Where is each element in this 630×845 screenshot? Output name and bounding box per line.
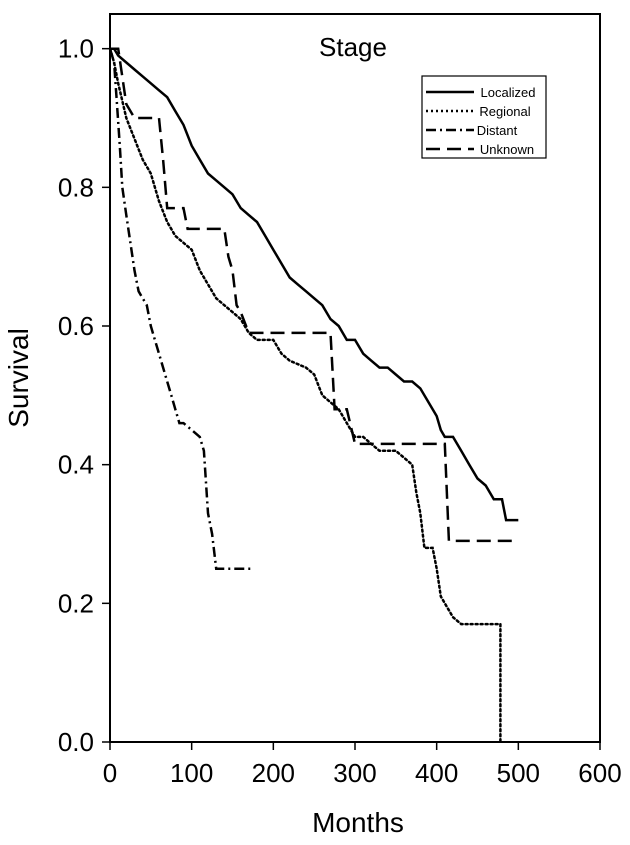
series-lines <box>108 47 519 744</box>
series-line-regional <box>108 47 502 744</box>
y-tick-label: 1.0 <box>58 34 94 64</box>
legend-label-regional: Regional <box>479 104 530 119</box>
x-axis-title: Months <box>312 807 404 838</box>
x-tick-label: 400 <box>415 758 458 788</box>
x-tick-label: 500 <box>497 758 540 788</box>
y-tick-label: 0.0 <box>58 727 94 757</box>
legend-label-unknown: Unknown <box>480 142 534 157</box>
legend-label-localized: Localized <box>481 85 536 100</box>
y-tick-label: 0.8 <box>58 172 94 202</box>
y-axis-title: Survival <box>3 328 34 428</box>
legend-box <box>421 75 547 159</box>
y-tick-label: 0.2 <box>58 588 94 618</box>
series-line-distant <box>108 48 253 570</box>
x-tick-label: 100 <box>170 758 213 788</box>
x-tick-label: 600 <box>578 758 621 788</box>
chart-title: Stage <box>319 32 387 62</box>
y-tick-label: 0.6 <box>58 311 94 341</box>
series-line-unknown <box>110 47 519 543</box>
x-tick-label: 300 <box>333 758 376 788</box>
tick-labels: 0 100 200 300 400 500 600 0.0 0.2 0.4 0.6 0.8 1.0 <box>58 34 622 788</box>
x-tick-label: 200 <box>252 758 295 788</box>
legend-label-distant: Distant <box>477 123 518 138</box>
axes <box>102 13 601 750</box>
legend: Localized Regional Distant Unknown <box>421 75 547 159</box>
y-tick-label: 0.4 <box>58 450 94 480</box>
series-line-localized <box>110 47 519 522</box>
x-tick-label: 0 <box>103 758 117 788</box>
